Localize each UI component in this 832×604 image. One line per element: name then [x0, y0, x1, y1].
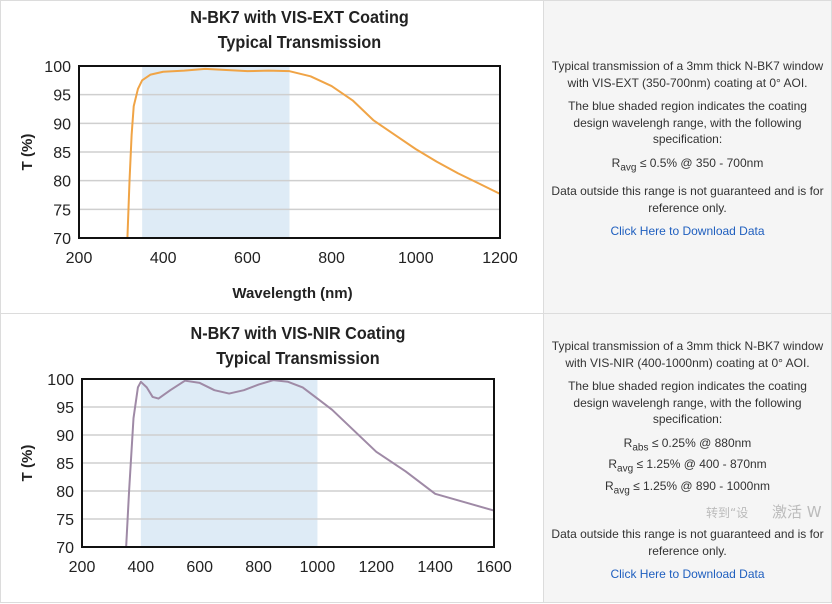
x-tick-label: 1000	[300, 559, 336, 576]
activation-watermark: 激活 W	[772, 503, 822, 521]
info-panel-vis-ext: Typical transmission of a 3mm thick N-BK…	[543, 0, 832, 314]
y-tick-label: 85	[53, 145, 71, 162]
shade-note: The blue shaded region indicates the coa…	[568, 379, 807, 426]
y-tick-label: 70	[53, 231, 71, 248]
download-data-link[interactable]: Click Here to Download Data	[610, 224, 765, 239]
x-tick-label: 800	[245, 559, 272, 576]
y-tick-label: 90	[53, 116, 71, 133]
chart-title: N-BK7 with VIS-EXT Coating	[190, 7, 409, 27]
spec-line: Ravg ≤ 1.25% @ 890 - 1000nm	[605, 479, 770, 497]
info-panel-vis-nir: Typical transmission of a 3mm thick N-BK…	[543, 313, 832, 603]
x-tick-label: 1400	[417, 559, 453, 576]
disclaimer: Data outside this range is not guarantee…	[551, 184, 824, 215]
y-tick-label: 80	[56, 484, 74, 501]
x-tick-label: 1200	[482, 250, 518, 267]
y-tick-label: 70	[56, 540, 74, 557]
spec-list: Rabs ≤ 0.25% @ 880nm Ravg ≤ 1.25% @ 400 …	[550, 435, 825, 501]
chart-title: Typical Transmission	[218, 32, 381, 52]
y-tick-label: 95	[53, 88, 71, 105]
spec-line: Rabs ≤ 0.25% @ 880nm	[623, 435, 752, 453]
transmission-line	[126, 67, 501, 239]
chart-vis-nir: N-BK7 with VIS-NIR Coating Typical Transm…	[19, 323, 512, 576]
y-axis-label: T (%)	[19, 134, 36, 171]
y-tick-label: 85	[56, 456, 74, 473]
description: Typical transmission of a 3mm thick N-BK…	[551, 339, 824, 370]
x-tick-label: 400	[128, 559, 155, 576]
x-tick-label: 800	[318, 250, 345, 267]
x-tick-label: 600	[186, 559, 213, 576]
chart-title: Typical Transmission	[216, 348, 379, 368]
chart-cell-vis-nir: N-BK7 with VIS-NIR Coating Typical Transm…	[0, 313, 544, 603]
x-tick-label: 200	[69, 559, 96, 576]
x-tick-label: 1600	[476, 559, 512, 576]
y-tick-label: 100	[44, 59, 71, 76]
y-tick-label: 95	[56, 400, 74, 417]
transmission-line	[125, 379, 495, 548]
y-tick-label: 90	[56, 428, 74, 445]
activation-watermark: 转到“设	[706, 506, 749, 520]
x-tick-label: 200	[66, 250, 93, 267]
y-axis-label: T (%)	[19, 445, 36, 482]
shade-note: The blue shaded region indicates the coa…	[568, 99, 807, 146]
disclaimer: Data outside this range is not guarantee…	[551, 527, 824, 558]
y-tick-label: 75	[56, 512, 74, 529]
spec-line: Ravg ≤ 1.25% @ 400 - 870nm	[608, 457, 767, 475]
y-tick-label: 75	[53, 202, 71, 219]
spec-line: Ravg ≤ 0.5% @ 350 - 700nm	[611, 155, 764, 173]
chart-title: N-BK7 with VIS-NIR Coating	[191, 323, 406, 343]
chart-cell-vis-ext: N-BK7 with VIS-EXT Coating Typical Transm…	[0, 0, 544, 314]
chart-vis-ext: N-BK7 with VIS-EXT Coating Typical Transm…	[19, 7, 518, 302]
plot-frame	[81, 378, 495, 548]
y-tick-label: 80	[53, 174, 71, 191]
x-tick-label: 600	[234, 250, 261, 267]
x-axis-label: Wavelength (nm)	[232, 285, 352, 302]
plot-frame	[78, 65, 501, 239]
x-tick-label: 1200	[358, 559, 394, 576]
spec-list: Ravg ≤ 0.5% @ 350 - 700nm	[550, 155, 825, 177]
download-data-link[interactable]: Click Here to Download Data	[610, 567, 765, 582]
y-tick-label: 100	[47, 372, 74, 389]
description: Typical transmission of a 3mm thick N-BK…	[551, 59, 824, 90]
x-tick-label: 400	[150, 250, 177, 267]
x-tick-label: 1000	[398, 250, 434, 267]
